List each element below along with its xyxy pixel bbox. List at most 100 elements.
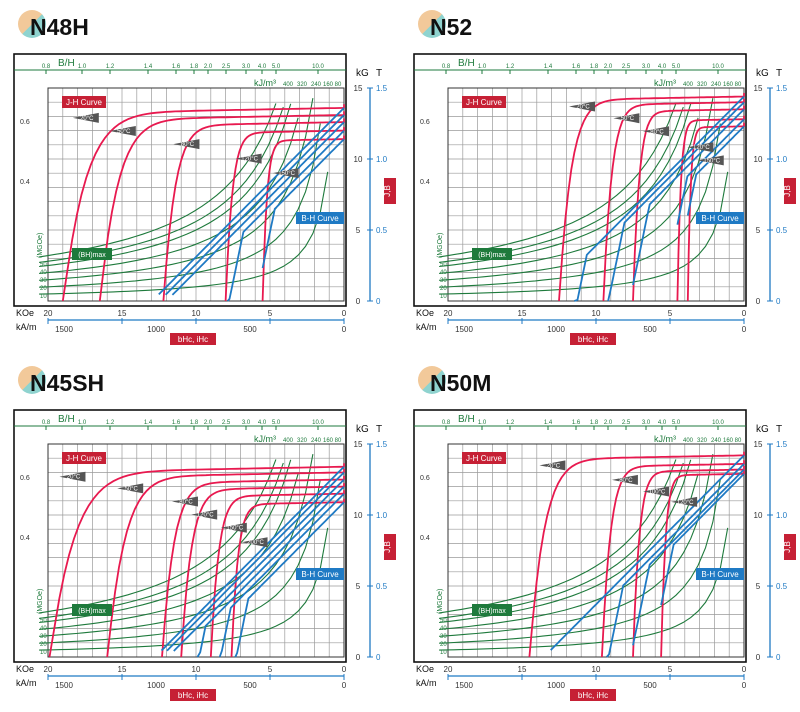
mgoe-tick: 20 xyxy=(40,642,47,648)
bh-curve-150c xyxy=(261,138,345,269)
bh-label-bg xyxy=(296,568,344,580)
bh-tick-label: 4.0 xyxy=(658,64,667,70)
energy-product-curve xyxy=(439,123,721,288)
t-tick-label: 1.5 xyxy=(376,440,388,449)
bh-axis-label: B/H xyxy=(458,414,475,425)
chart-svg: B/H 0.8 1.0 1.2 1.4 1.6 1.8 2.0 2.5 3.0 4.0 5.0 10.0… xyxy=(413,53,796,345)
bh-curves xyxy=(550,454,745,658)
bh-curve-80c xyxy=(606,463,745,658)
bh-tick-label: 1.8 xyxy=(590,420,599,426)
energy-kj-tick: 320 xyxy=(697,82,708,88)
mgoe-tick: 20 xyxy=(40,286,47,292)
bh-tick-label: 2.0 xyxy=(204,420,213,426)
temperature-tag-shape xyxy=(109,125,136,136)
energy-kj-tick: 80 xyxy=(735,438,742,444)
jh-label-text: J-H Curve xyxy=(466,454,503,463)
kam-tick-label: 1500 xyxy=(455,325,473,334)
kg-tick-label: 0 xyxy=(756,297,761,306)
energy-product-curve xyxy=(439,117,699,274)
temperature-tag-label: 50°C xyxy=(117,129,131,135)
bh-tick-label: 1.8 xyxy=(190,64,199,70)
jh-curve-20c xyxy=(558,93,745,302)
koe-tick-label: 0 xyxy=(742,665,747,674)
temperature-tag-shape xyxy=(191,509,218,520)
bh-curve-20c xyxy=(160,466,345,652)
jh-curve-120c xyxy=(224,127,345,302)
temperature-tag-shape xyxy=(59,471,86,482)
kg-tick-label: 5 xyxy=(756,582,761,591)
plot-frame xyxy=(47,443,345,658)
bh-tick-label: 3.0 xyxy=(642,64,651,70)
bh-tick-label: 5.0 xyxy=(272,64,281,70)
jh-curve-50c xyxy=(602,98,745,302)
bh-curve-200c xyxy=(234,501,345,658)
energy-product-curve xyxy=(439,473,699,630)
bh-tick-label: 1.2 xyxy=(506,420,515,426)
bh-tick-label: 0.8 xyxy=(42,64,51,70)
bh-tick-label: 2.5 xyxy=(622,64,631,70)
jh-curve-label: J-H Curve xyxy=(62,452,106,464)
bh-curve-120c xyxy=(660,473,745,606)
bh-curve-80c xyxy=(173,478,345,652)
bh-tick-label: 1.4 xyxy=(144,420,153,426)
mgoe-tick: 10 xyxy=(40,294,47,300)
title-badge-icon xyxy=(18,10,46,38)
bhmax-label-text: (BH)max xyxy=(78,252,106,259)
jh-label-bg xyxy=(462,452,506,464)
temperature-tag-label: 80°C xyxy=(650,129,664,135)
outer-frame xyxy=(13,409,347,663)
hc-label-box: bHc, iHc xyxy=(170,333,216,345)
bh-curve-label: B-H Curve xyxy=(296,212,344,224)
outer-frame xyxy=(413,53,747,307)
kam-tick-label: 0 xyxy=(342,681,347,690)
bh-tick-label: 3.0 xyxy=(242,420,251,426)
temperature-tag-label: 20°C xyxy=(67,475,81,481)
bh-tick-label: 2.5 xyxy=(622,420,631,426)
bh-curve-120c xyxy=(196,485,345,658)
bh-tick-label: 1.6 xyxy=(572,64,581,70)
energy-product-curve xyxy=(439,479,721,644)
jh-curve-120c xyxy=(660,470,745,658)
energy-product-curve xyxy=(39,103,292,268)
koe-tick-label: 5 xyxy=(668,309,673,318)
bh-curve-150c xyxy=(686,125,745,216)
bh-axis-label: B/H xyxy=(58,58,75,69)
bh-curve-label: B-H Curve xyxy=(696,568,744,580)
bhmax-label-text: (BH)max xyxy=(478,252,506,259)
kam-tick-label: 1000 xyxy=(547,325,565,334)
koe-tick-label: 20 xyxy=(44,665,53,674)
mgoe-tick: 50 xyxy=(40,262,47,268)
temperature-tag-shape xyxy=(72,112,99,123)
jb-label-box: J,B xyxy=(383,534,396,560)
kam-tick-label: 0 xyxy=(742,325,747,334)
plot-frame xyxy=(47,87,345,302)
chart-panel-n52: N52 B/H 0.8 1.0 1.2 1.4 1.6 1.8 2.0 2.5 3.0 4.0 5.0… xyxy=(400,0,800,356)
jb-label-bg xyxy=(384,178,396,204)
left-tick: 0.6 xyxy=(420,475,430,482)
t-tick-label: 1.0 xyxy=(376,511,388,520)
energy-kj-tick: 80 xyxy=(335,438,342,444)
mgoe-tick: 30 xyxy=(40,278,47,284)
bhmax-label-bg xyxy=(472,604,512,616)
mgoe-tick: 30 xyxy=(40,634,47,640)
chart-title: N45SH xyxy=(30,370,105,396)
t-tick-label: 0.5 xyxy=(776,226,788,235)
kam-tick-label: 0 xyxy=(342,325,347,334)
bhmax-label-text: (BH)max xyxy=(78,608,106,615)
mgoe-tick: 10 xyxy=(440,650,447,656)
hc-label: bHc, iHc xyxy=(178,691,208,700)
jh-curve-150c xyxy=(686,122,745,302)
jh-curve-200c xyxy=(230,498,345,658)
temperature-tag-shape xyxy=(117,483,144,494)
bh-curve-label: B-H Curve xyxy=(296,568,344,580)
kam-tick-label: 500 xyxy=(243,681,257,690)
koe-tick-label: 15 xyxy=(518,309,527,318)
hc-label-box: bHc, iHc xyxy=(170,689,216,701)
kam-label: kA/m xyxy=(16,322,37,332)
jh-curve-20c xyxy=(48,463,345,658)
temperature-tag-shape xyxy=(235,153,262,164)
hc-label-bg xyxy=(170,689,216,701)
temperature-tags: 20°C 50°C 80°C 120°C 150°C 200°C xyxy=(59,471,268,548)
energy-kj-tick: 160 xyxy=(323,82,334,88)
koe-label: KOe xyxy=(416,308,434,318)
